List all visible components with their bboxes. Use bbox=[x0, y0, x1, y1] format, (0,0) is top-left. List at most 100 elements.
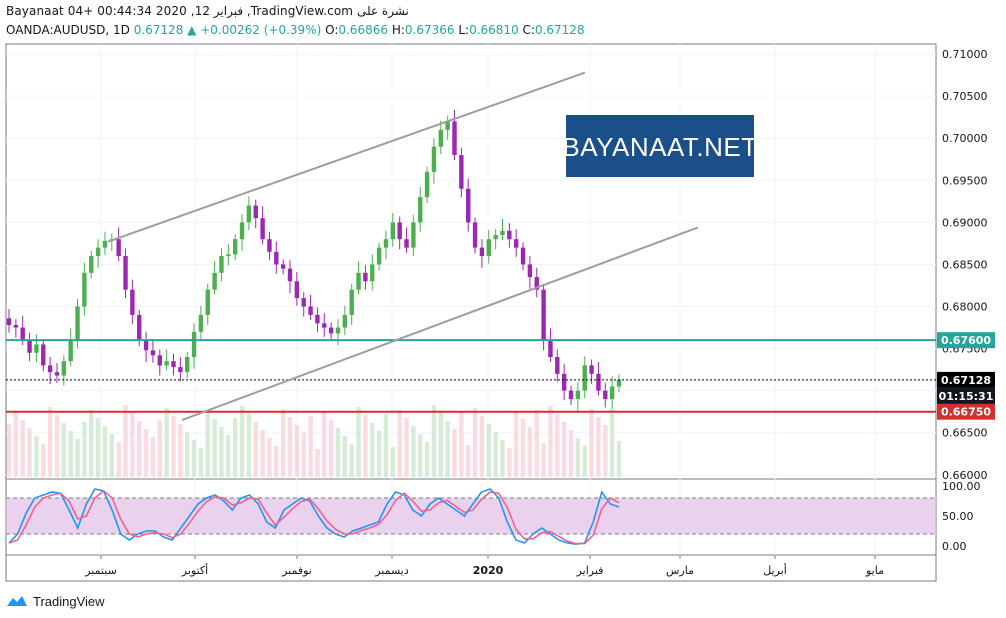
close-label: C: bbox=[522, 23, 535, 37]
volume-bar bbox=[335, 428, 341, 477]
volume-bar bbox=[54, 415, 60, 477]
watermark-logo: BAYANAAT.NET bbox=[562, 115, 757, 177]
volume-bar bbox=[232, 418, 238, 477]
candle-body bbox=[589, 365, 594, 374]
candle-body bbox=[418, 197, 423, 223]
low-label: L: bbox=[458, 23, 470, 37]
volume-bar bbox=[95, 418, 101, 477]
volume-bar bbox=[274, 446, 279, 477]
level-price-label: 0.67128 bbox=[941, 374, 991, 387]
candle-body bbox=[164, 361, 169, 366]
volume-bar bbox=[328, 420, 334, 477]
candle-body bbox=[500, 230, 505, 235]
countdown-label: 01:15:31 bbox=[939, 390, 994, 403]
volume-bar bbox=[513, 411, 519, 477]
price-tick-label: 0.71000 bbox=[942, 48, 988, 61]
volume-bar bbox=[431, 405, 437, 477]
candle-body bbox=[575, 390, 581, 400]
candle-body bbox=[75, 306, 80, 341]
volume-bar bbox=[349, 444, 354, 477]
logo-background bbox=[566, 115, 754, 177]
volume-bar bbox=[82, 422, 87, 477]
time-tick-label: سبتمبر bbox=[84, 564, 117, 577]
candle-body bbox=[61, 361, 67, 376]
volume-bar bbox=[376, 431, 382, 477]
price-tick-label: 0.66000 bbox=[942, 469, 988, 482]
volume-bar bbox=[603, 425, 608, 477]
candle-body bbox=[212, 272, 217, 290]
candle-body bbox=[239, 222, 245, 240]
volume-bar bbox=[582, 446, 587, 477]
tradingview-branding[interactable]: TradingView bbox=[6, 590, 105, 612]
volume-bar bbox=[34, 436, 39, 477]
symbol-ohlc-header: OANDA:AUDUSD, 1D 0.67128 ▲ +0.00262 (+0.… bbox=[6, 23, 585, 37]
candle-body bbox=[253, 205, 258, 219]
price-axis[interactable]: 0.71000 0.70500 0.70000 0.69500 0.69000 0.685… bbox=[937, 48, 995, 553]
candle-body bbox=[404, 239, 409, 248]
volume-bar bbox=[404, 418, 409, 477]
candle-body bbox=[582, 365, 587, 391]
price-tick-label: 0.68500 bbox=[942, 258, 988, 271]
candle-body bbox=[274, 251, 279, 265]
volume-bar bbox=[452, 429, 457, 477]
candles bbox=[6, 109, 622, 411]
logo-text: BAYANAAT.NET bbox=[562, 132, 757, 162]
candle-body bbox=[411, 222, 416, 248]
channel-lower-line bbox=[181, 226, 699, 422]
volume-bar bbox=[500, 440, 505, 477]
time-tick-label: أبريل bbox=[763, 563, 787, 577]
time-tick-label: أكتوبر bbox=[181, 563, 208, 577]
stoch-d-line bbox=[8, 489, 620, 545]
candle-body bbox=[486, 239, 491, 257]
candle-body bbox=[130, 289, 135, 315]
candle-body bbox=[6, 318, 12, 326]
volume-bar bbox=[527, 427, 533, 477]
time-tick-label: مايو bbox=[865, 564, 884, 577]
up-arrow-icon: ▲ bbox=[187, 23, 197, 37]
level-price-tag bbox=[937, 371, 995, 388]
volume-bar bbox=[507, 448, 512, 477]
candle-body bbox=[219, 256, 224, 273]
chart-publish-header: Bayanaat 04+ 00:44:34 2020 ,فبراير 12 ,T… bbox=[6, 4, 409, 18]
volume-bar bbox=[411, 426, 416, 477]
volume-bar bbox=[178, 424, 183, 477]
candle-body bbox=[157, 355, 162, 366]
candle-body bbox=[431, 146, 437, 172]
volume-bar bbox=[123, 405, 128, 477]
candle-body bbox=[603, 390, 608, 400]
volume-bar bbox=[459, 412, 464, 477]
price-tick-label: 0.68000 bbox=[942, 301, 988, 314]
tradingview-logo-icon bbox=[7, 596, 27, 606]
candle-body bbox=[568, 390, 574, 400]
candle-body bbox=[527, 264, 533, 278]
stoch-band bbox=[6, 498, 936, 534]
volume-bar bbox=[472, 408, 478, 477]
candle-body bbox=[185, 356, 190, 373]
volume-bar bbox=[239, 406, 245, 477]
candle-body bbox=[287, 268, 293, 282]
time-tick-label: نوفمبر bbox=[281, 564, 312, 577]
candle-body bbox=[328, 327, 334, 334]
candle-body bbox=[493, 234, 498, 240]
candle-body bbox=[68, 340, 73, 362]
volume-bar bbox=[315, 449, 320, 477]
stochastic-pane bbox=[6, 488, 936, 546]
candle-body bbox=[226, 254, 231, 257]
countdown-tag bbox=[937, 387, 995, 404]
volume-bar bbox=[322, 412, 327, 477]
candle-body bbox=[452, 121, 457, 156]
volume-bar bbox=[424, 442, 430, 477]
candle-body bbox=[301, 298, 306, 307]
time-axis[interactable]: سبتمبر أكتوبر نوفمبر ديسمبر 2020 فبراير مارس أب… bbox=[84, 555, 884, 577]
candle-body bbox=[294, 281, 300, 299]
volume-bar bbox=[89, 410, 94, 477]
volume-bar bbox=[185, 432, 190, 477]
volume-bar bbox=[363, 415, 368, 477]
symbol-label: OANDA:AUDUSD, 1D bbox=[6, 23, 130, 37]
candle-body bbox=[349, 289, 354, 315]
candle-body bbox=[561, 373, 567, 391]
candle-body bbox=[335, 327, 341, 334]
volume-bar bbox=[61, 423, 67, 477]
time-tick-label: 2020 bbox=[473, 564, 504, 577]
